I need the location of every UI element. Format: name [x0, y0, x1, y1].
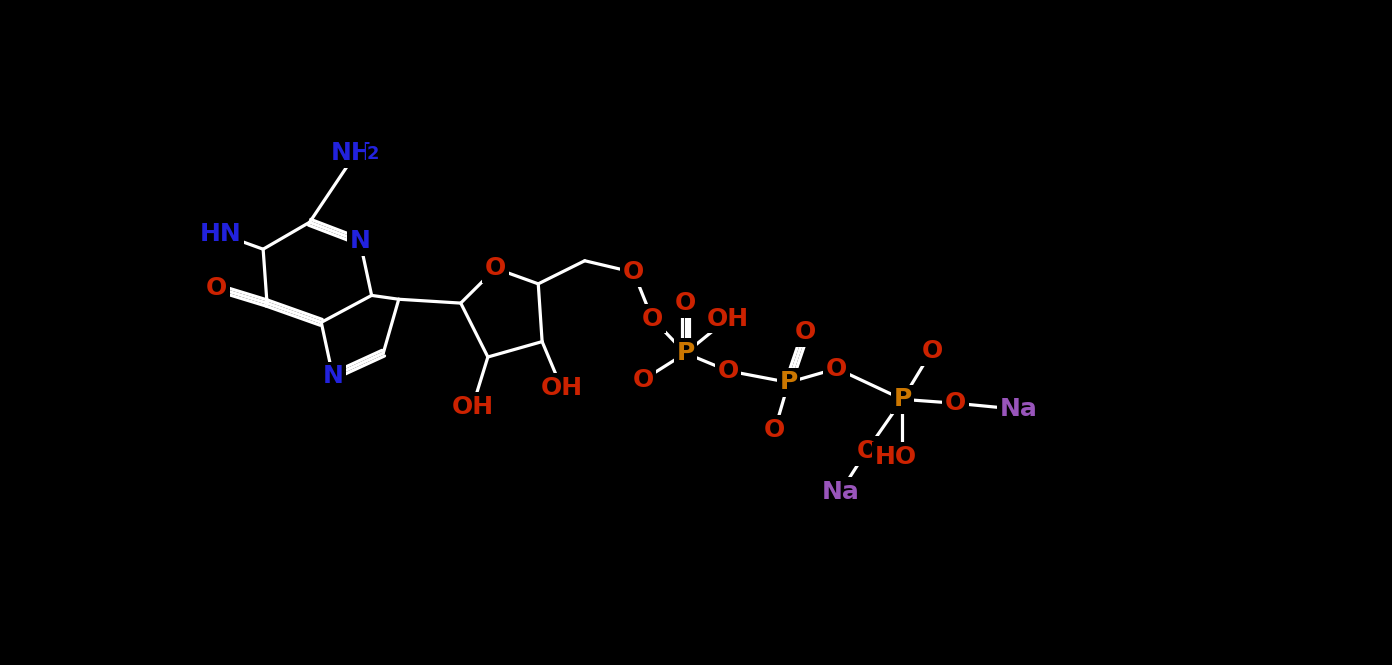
Text: P: P	[780, 370, 798, 394]
Text: O: O	[624, 260, 644, 285]
Text: 2: 2	[367, 145, 380, 163]
Text: O: O	[632, 368, 653, 392]
Text: O: O	[206, 276, 227, 300]
Text: O: O	[764, 418, 785, 442]
Text: O: O	[825, 356, 848, 380]
Text: NH: NH	[330, 141, 372, 165]
Text: O: O	[675, 291, 696, 315]
Text: P: P	[894, 387, 912, 412]
Text: P: P	[677, 341, 695, 365]
Text: OH: OH	[540, 376, 583, 400]
Text: O: O	[642, 307, 663, 331]
Text: OH: OH	[707, 307, 749, 331]
Text: O: O	[922, 339, 942, 363]
Text: HN: HN	[199, 222, 241, 246]
Text: O: O	[857, 439, 878, 463]
Text: O: O	[795, 321, 816, 344]
Text: HO: HO	[876, 445, 917, 469]
Text: N: N	[349, 229, 370, 253]
Text: O: O	[945, 391, 966, 415]
Text: OH: OH	[451, 395, 493, 419]
Text: O: O	[717, 359, 739, 383]
Text: Na: Na	[821, 479, 859, 504]
Text: O: O	[484, 257, 507, 281]
Text: Na: Na	[999, 398, 1037, 422]
Text: N: N	[323, 364, 344, 388]
